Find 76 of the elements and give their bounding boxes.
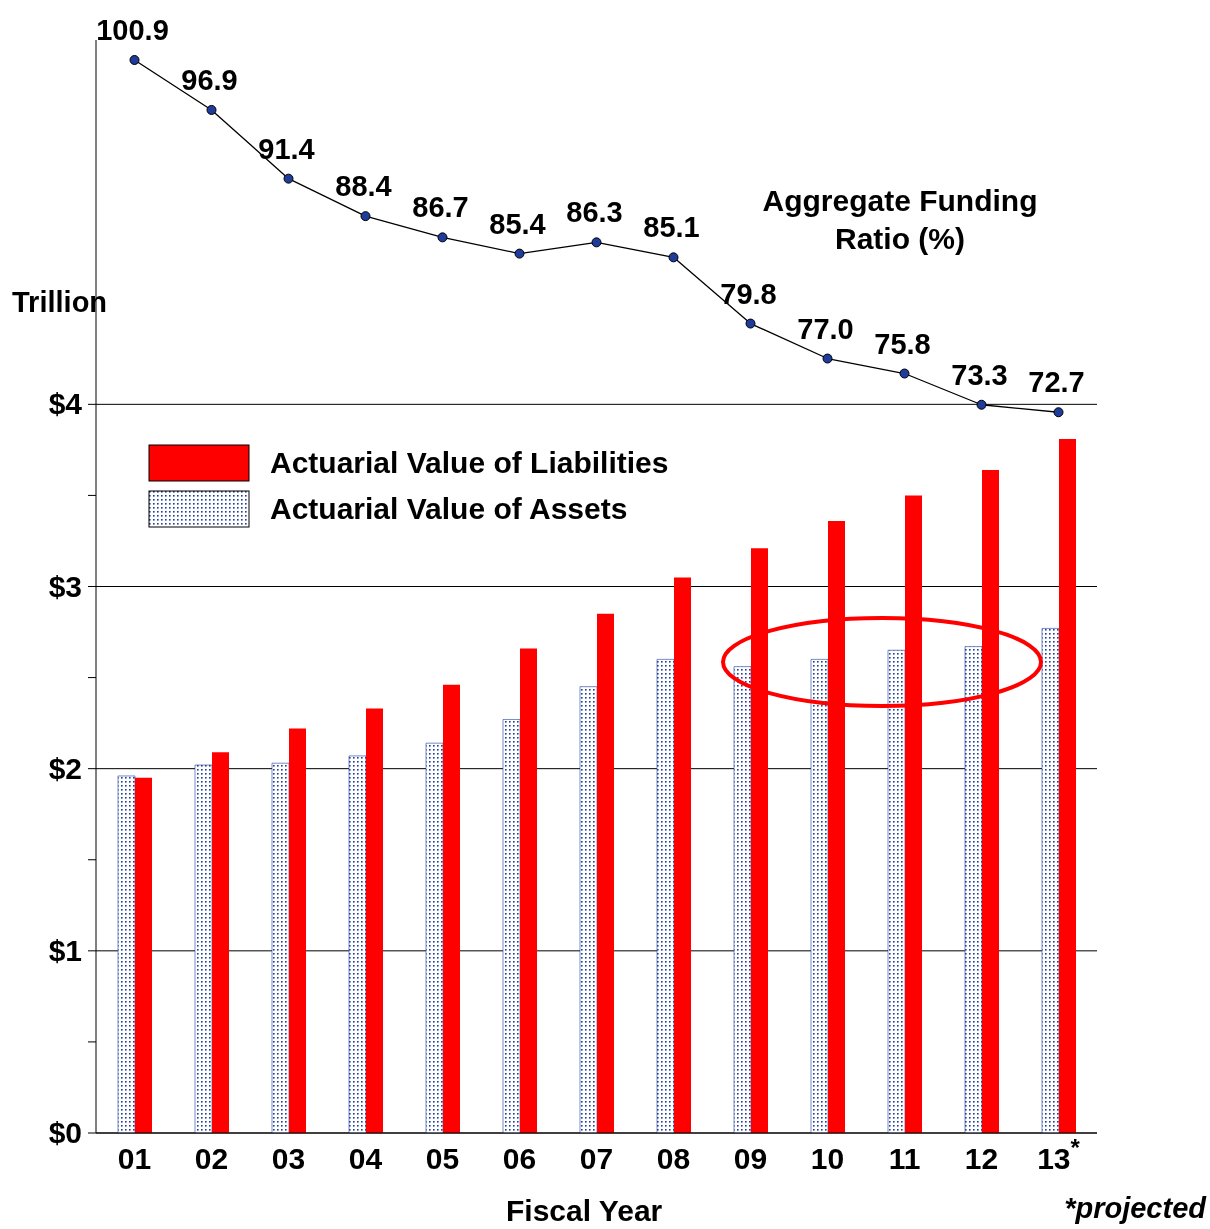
point xyxy=(668,252,679,263)
data-label: 91.4 xyxy=(258,132,315,165)
bar xyxy=(502,719,521,1133)
bar xyxy=(348,755,367,1133)
data-label: 75.8 xyxy=(874,327,931,360)
bar xyxy=(289,728,306,1133)
bar xyxy=(597,613,614,1133)
x-tick-label: 12 xyxy=(964,1142,999,1175)
data-label: 96.9 xyxy=(181,63,238,96)
x-tick-label: 08 xyxy=(656,1142,691,1175)
point xyxy=(591,237,602,248)
x-axis-title: Fiscal Year xyxy=(506,1194,663,1228)
x-tick-label: 02 xyxy=(194,1142,229,1175)
data-label: 88.4 xyxy=(335,170,392,203)
point xyxy=(899,368,910,379)
y-tick-label: $2 xyxy=(48,751,82,785)
x-tick-label: 05 xyxy=(425,1142,460,1175)
y-tick-label: $4 xyxy=(48,387,83,421)
bar xyxy=(520,648,537,1133)
legend-label: Actuarial Value of Assets xyxy=(270,492,628,526)
bar xyxy=(905,495,922,1133)
point xyxy=(745,318,756,329)
bar xyxy=(733,666,752,1133)
bar xyxy=(751,548,768,1133)
bar xyxy=(964,646,983,1133)
bar xyxy=(579,686,598,1133)
bar xyxy=(117,775,136,1133)
point xyxy=(976,399,987,410)
data-label: 77.0 xyxy=(797,312,854,345)
bar xyxy=(982,469,999,1133)
x-tick-label: 04 xyxy=(348,1142,383,1175)
data-label: 85.1 xyxy=(643,211,700,244)
data-label: 73.3 xyxy=(951,358,1008,391)
y-tick-label: $1 xyxy=(48,933,82,967)
bar xyxy=(1059,438,1076,1133)
point xyxy=(283,173,294,184)
bar xyxy=(194,764,213,1133)
point xyxy=(360,211,371,222)
y-tick-label: $0 xyxy=(48,1116,82,1149)
y-tick-label: $3 xyxy=(48,569,82,603)
x-tick-label: 03 xyxy=(271,1142,306,1175)
bar xyxy=(674,577,691,1133)
data-label: 85.4 xyxy=(489,207,546,240)
bar xyxy=(425,742,444,1133)
x-tick-label: 07 xyxy=(579,1142,614,1175)
bar xyxy=(135,777,152,1133)
x-tick-label: 13$^{*}$ xyxy=(1037,1133,1081,1175)
legend-label: Actuarial Value of Liabilities xyxy=(270,446,669,480)
data-label: 86.7 xyxy=(412,191,469,224)
x-tick-label: 10 xyxy=(810,1142,845,1175)
bar xyxy=(828,520,845,1133)
x-tick-label: 09 xyxy=(733,1142,768,1175)
series-label: Aggregate Funding Ratio (%) xyxy=(761,183,1039,257)
text: *projected xyxy=(1064,1192,1206,1225)
data-label: 79.8 xyxy=(720,277,777,310)
bar xyxy=(366,708,383,1133)
data-label: 72.7 xyxy=(1028,366,1085,399)
data-label: 100.9 xyxy=(96,13,169,46)
bar xyxy=(443,684,460,1133)
y-axis-title: Trillion xyxy=(12,286,108,319)
point xyxy=(822,353,833,364)
bar xyxy=(271,762,290,1133)
bar xyxy=(887,649,906,1133)
bar xyxy=(1041,628,1060,1133)
x-tick-label: 01 xyxy=(117,1142,152,1175)
point xyxy=(206,104,217,115)
point xyxy=(514,248,525,259)
point xyxy=(437,232,448,243)
point xyxy=(1053,407,1064,418)
bar xyxy=(656,659,675,1133)
bar xyxy=(212,752,229,1133)
data-label: 86.3 xyxy=(566,196,623,229)
point xyxy=(129,54,140,65)
x-tick-label: 06 xyxy=(502,1142,537,1175)
x-tick-label: 11 xyxy=(888,1142,921,1175)
bar xyxy=(810,659,829,1133)
